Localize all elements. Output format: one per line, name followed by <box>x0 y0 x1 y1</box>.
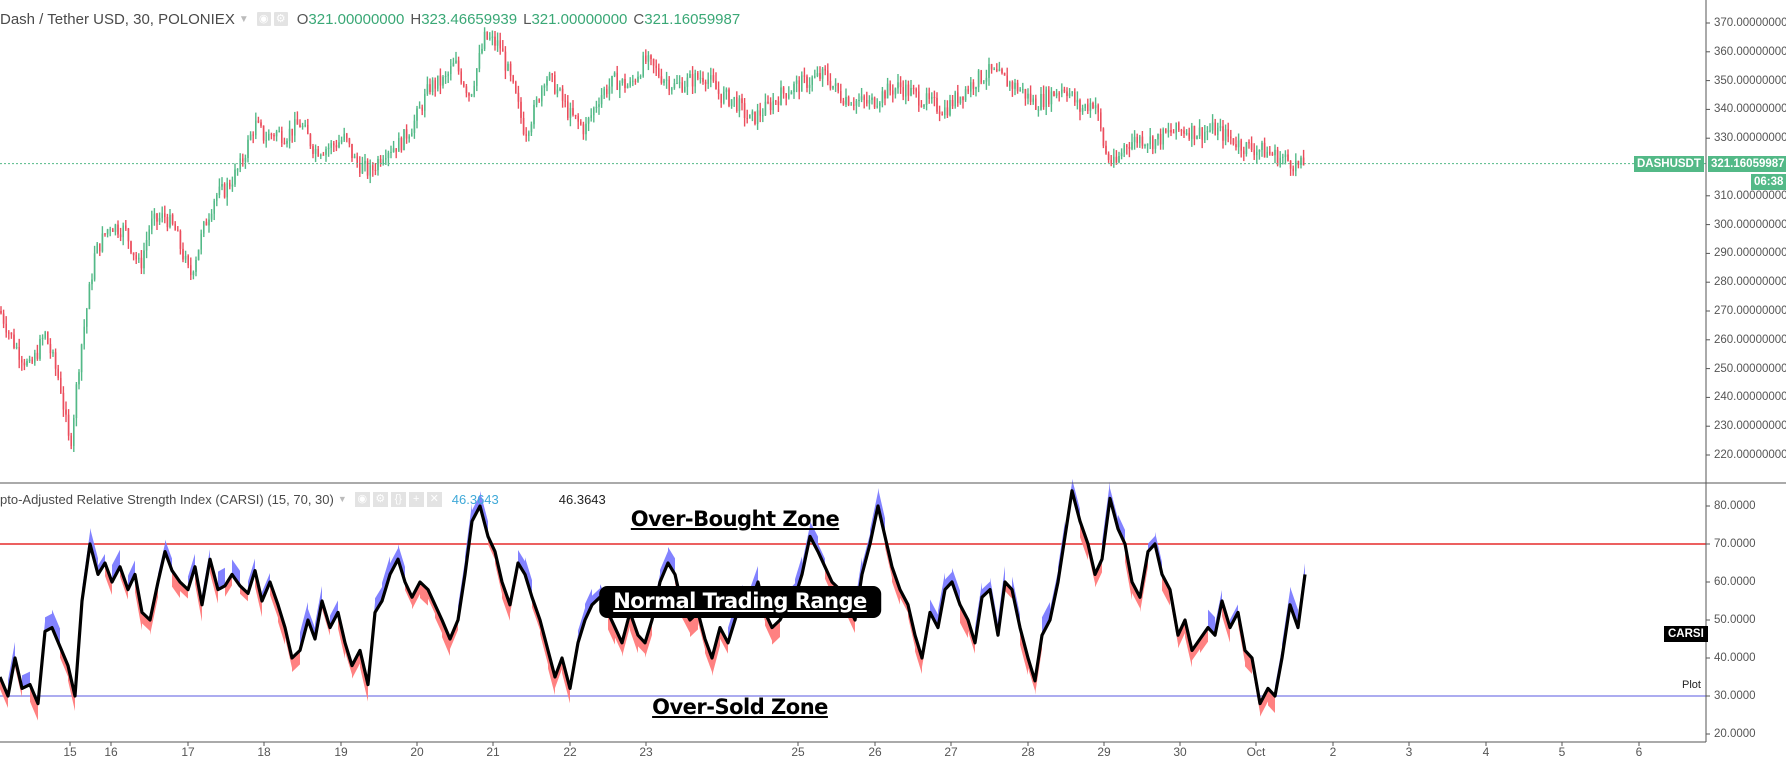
time-tick-label: Oct <box>1246 745 1266 759</box>
carsi-tag: CARSI <box>1664 626 1708 642</box>
symbol-title[interactable]: Dash / Tether USD, 30, POLONIEX <box>0 10 235 28</box>
source-code-icon[interactable]: {} <box>390 491 406 507</box>
price-tick-label: 260.00000000 <box>1714 333 1786 346</box>
last-price-tag: 321.16059987 <box>1708 156 1786 172</box>
time-tick-label: 15 <box>63 745 77 759</box>
eye-icon[interactable]: ◉ <box>354 491 370 507</box>
ohlc-open-value: 321.00000000 <box>308 10 405 28</box>
price-tick-label: 370.00000000 <box>1714 17 1786 29</box>
price-pane[interactable] <box>0 27 1706 452</box>
time-tick-label: 22 <box>563 745 577 759</box>
gear-icon[interactable]: ⚙ <box>372 491 388 507</box>
indicator-tick-label: 60.0000 <box>1714 576 1756 588</box>
time-tick-label: 2 <box>1329 745 1337 759</box>
time-tick-label: 4 <box>1482 745 1490 759</box>
time-tick-label: 26 <box>868 745 882 759</box>
price-tick-label: 310.00000000 <box>1714 189 1786 202</box>
indicator-chevron-down-icon[interactable]: ▼ <box>337 494 347 504</box>
time-tick-label: 6 <box>1635 745 1643 759</box>
indicator-tick-label: 20.0000 <box>1714 728 1756 740</box>
time-tick-label: 5 <box>1558 745 1566 759</box>
ohlc-close-value: 321.16059987 <box>644 10 741 28</box>
ohlc-high-key: H <box>410 10 422 28</box>
time-tick-label: 16 <box>104 745 118 759</box>
plus-icon[interactable]: + <box>408 491 424 507</box>
indicator-value: 46.3643 <box>451 491 499 507</box>
indicator-legend: pto-Adjusted Relative Strength Index (CA… <box>0 490 606 508</box>
price-tick-label: 280.00000000 <box>1714 276 1786 289</box>
time-tick-label: 3 <box>1405 745 1413 759</box>
price-tick-label: 350.00000000 <box>1714 74 1786 87</box>
time-tick-label: 30 <box>1173 745 1187 759</box>
time-tick-label: 19 <box>334 745 348 759</box>
indicator-tick-label: 30.0000 <box>1714 690 1756 702</box>
indicator-tick-label: 80.0000 <box>1714 500 1756 512</box>
time-tick-label: 18 <box>257 745 271 759</box>
plot-label: Plot <box>1682 679 1701 691</box>
time-tick-label: 20 <box>410 745 424 759</box>
indicator-tick-label: 40.0000 <box>1714 652 1756 664</box>
price-tick-label: 330.00000000 <box>1714 132 1786 145</box>
ohlc-open-key: O <box>296 10 309 28</box>
time-tick-label: 17 <box>181 745 195 759</box>
eye-icon[interactable]: ◉ <box>256 12 271 26</box>
price-tick-label: 300.00000000 <box>1714 218 1786 231</box>
normal-range-annotation: Normal Trading Range <box>599 586 881 618</box>
countdown-tag: 06:38 <box>1751 174 1786 190</box>
time-tick-label: 29 <box>1097 745 1111 759</box>
time-tick-label: 28 <box>1021 745 1035 759</box>
indicator-title[interactable]: pto-Adjusted Relative Strength Index (CA… <box>0 491 334 507</box>
symbol-price-tag: DASHUSDT <box>1634 156 1704 172</box>
price-tick-label: 220.00000000 <box>1714 449 1786 461</box>
ohlc-low-key: L <box>523 10 532 28</box>
ohlc-close-key: C <box>633 10 645 28</box>
price-tick-label: 250.00000000 <box>1714 362 1786 375</box>
price-tick-label: 290.00000000 <box>1714 247 1786 260</box>
price-tick-label: 340.00000000 <box>1714 103 1786 116</box>
overbought-annotation: Over-Bought Zone <box>630 507 840 531</box>
indicator-tick-label: 50.0000 <box>1714 614 1756 626</box>
ohlc-high-value: 323.46659939 <box>421 10 518 28</box>
ohlc-low-value: 321.00000000 <box>531 10 628 28</box>
price-tick-label: 230.00000000 <box>1714 420 1786 433</box>
price-tick-label: 240.00000000 <box>1714 391 1786 404</box>
indicator-tick-label: 70.0000 <box>1714 538 1756 550</box>
gear-icon[interactable]: ⚙ <box>273 12 288 26</box>
time-tick-label: 21 <box>486 745 500 759</box>
price-tick-label: 360.00000000 <box>1714 45 1786 58</box>
indicator-value-plain: 46.3643 <box>558 491 606 507</box>
close-icon[interactable]: ✕ <box>426 491 442 507</box>
oversold-annotation: Over-Sold Zone <box>652 695 828 719</box>
price-tick-label: 270.00000000 <box>1714 305 1786 317</box>
legend-chevron-down-icon[interactable]: ▼ <box>238 13 249 25</box>
time-tick-label: 27 <box>944 745 958 759</box>
time-tick-label: 25 <box>791 745 805 759</box>
time-tick-label: 23 <box>639 745 653 759</box>
